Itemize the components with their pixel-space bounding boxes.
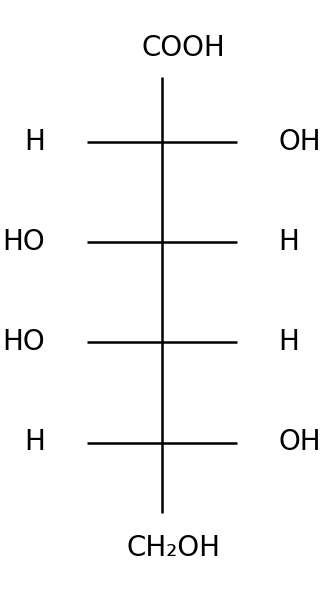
Text: HO: HO	[3, 328, 45, 356]
Text: H: H	[279, 228, 299, 256]
Text: OH: OH	[279, 127, 321, 156]
Text: CH₂OH: CH₂OH	[126, 534, 220, 562]
Text: H: H	[279, 328, 299, 356]
Text: H: H	[25, 127, 45, 156]
Text: HO: HO	[3, 228, 45, 256]
Text: OH: OH	[279, 428, 321, 457]
Text: COOH: COOH	[141, 34, 225, 62]
Text: H: H	[25, 428, 45, 457]
